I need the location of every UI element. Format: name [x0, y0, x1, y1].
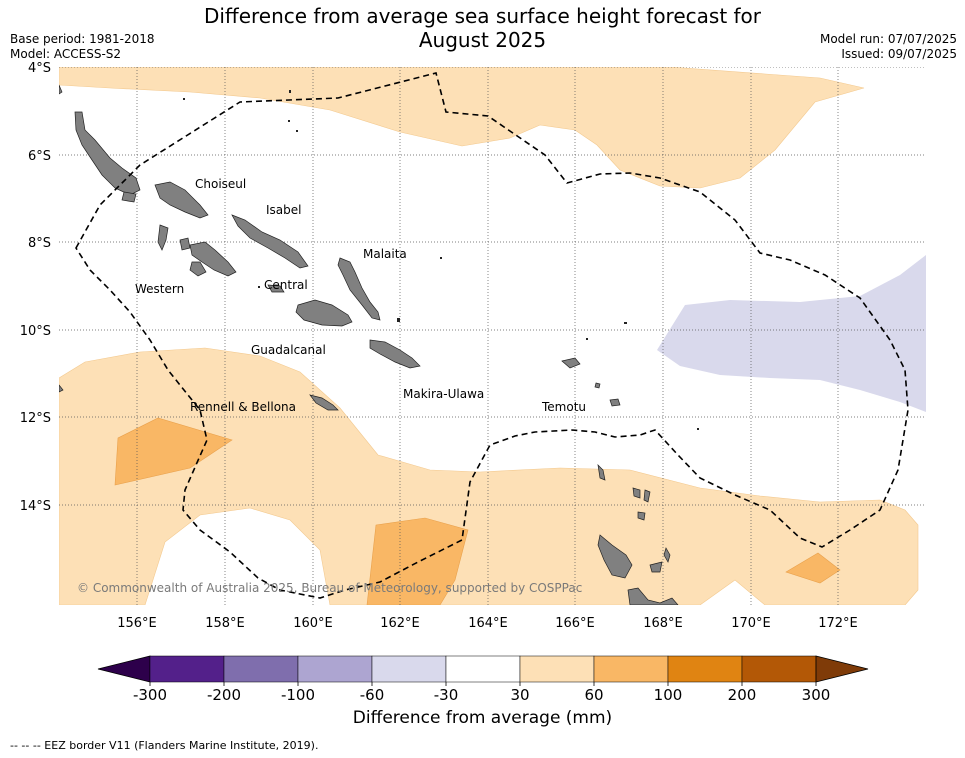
lon-label: 160°E: [293, 616, 333, 631]
label-temotu: Temotu: [541, 400, 586, 414]
island-malaita: [337, 257, 381, 321]
map-area: Choiseul Isabel Malaita Western Central …: [59, 67, 926, 605]
island-rennell: [309, 394, 339, 411]
island-vanuatu-a: [632, 487, 641, 499]
island-vella-lavella: [157, 224, 169, 251]
colorbar-tick-label: 60: [584, 686, 603, 704]
island-malekula: [649, 561, 663, 573]
colorbar-segment: [445, 655, 521, 683]
lon-label: 164°E: [468, 616, 508, 631]
base-info: Base period: 1981-2018 Model: ACCESS-S2: [10, 32, 155, 62]
anomaly-30-60-south: [59, 347, 919, 605]
colorbar-tick-label: -100: [281, 686, 315, 704]
label-rennell-bellona: Rennell & Bellona: [190, 400, 296, 414]
colorbar-tick-label: -300: [133, 686, 167, 704]
lat-label: 12°S: [20, 411, 51, 426]
island-western-b: [121, 191, 137, 203]
eez-footnote: -- -- -- EEZ border V11 (Flanders Marine…: [10, 739, 319, 752]
run-info: Model run: 07/07/2025 Issued: 09/07/2025: [820, 32, 957, 62]
island-sw-tip: [59, 384, 64, 393]
colorbar-segment: [297, 655, 373, 683]
anomaly-60-100-south: [366, 517, 469, 605]
colorbar: -300 -200 -100 -60 -30 30 60 100 200 300: [97, 655, 869, 704]
colorbar-segment: [519, 655, 595, 683]
island-isabel: [231, 214, 309, 269]
island-guadalcanal: [295, 299, 353, 327]
lon-label: 162°E: [380, 616, 420, 631]
label-guadalcanal: Guadalcanal: [251, 343, 326, 357]
island-florida: [267, 284, 285, 293]
anomaly-60-100-east: [785, 552, 841, 584]
lat-label: 8°S: [28, 236, 51, 251]
colorbar-tick-label: -60: [360, 686, 385, 704]
colorbar-tick-label: -30: [434, 686, 459, 704]
colorbar-tick-label: 200: [728, 686, 757, 704]
colorbar-segment: [667, 655, 743, 683]
label-western: Western: [135, 282, 184, 296]
map-title: Difference from average sea surface heig…: [0, 4, 965, 52]
colorbar-segment: [371, 655, 447, 683]
lon-label: 156°E: [117, 616, 157, 631]
model-run: Model run: 07/07/2025: [819, 32, 957, 46]
island-new-georgia: [189, 241, 237, 277]
colorbar-segment: [593, 655, 669, 683]
label-makira-ulawa: Makira-Ulawa: [403, 387, 484, 401]
lat-label: 6°S: [28, 149, 51, 164]
island-utupua: [594, 382, 601, 389]
attribution: © Commonwealth of Australia 2025, Bureau…: [77, 581, 582, 595]
island-kolombangara: [179, 237, 191, 251]
island-ambae: [663, 547, 671, 563]
colorbar-segment: [741, 655, 817, 683]
island-vanuatu-b: [643, 489, 651, 503]
base-period: Base period: 1981-2018: [10, 32, 155, 46]
colorbar-under-arrow: [97, 655, 151, 683]
lat-label: 14°S: [20, 499, 51, 514]
colorbar-segment: [223, 655, 299, 683]
island-makira: [369, 339, 421, 369]
longitude-labels: 156°E 158°E 160°E 162°E 164°E 166°E 168°…: [117, 616, 858, 631]
island-vanuatu-c: [637, 511, 646, 521]
colorbar-segment: [149, 655, 225, 683]
island-bougainville-tip: [59, 84, 63, 95]
eez-border: [75, 72, 909, 599]
island-ndende: [561, 357, 581, 369]
island-choiseul: [74, 111, 141, 196]
anomaly-neg-60-30-east: [657, 255, 926, 412]
island-efate-area: [627, 587, 679, 605]
title-line-1: Difference from average sea surface heig…: [203, 4, 762, 28]
label-isabel: Isabel: [266, 203, 301, 217]
small-islets: [183, 90, 699, 430]
issued-date: Issued: 09/07/2025: [841, 47, 957, 61]
lon-label: 166°E: [555, 616, 595, 631]
island-vanuatu-banks: [597, 463, 606, 481]
title-line-2: August 2025: [418, 28, 547, 52]
model-name: Model: ACCESS-S2: [10, 47, 122, 61]
colorbar-tick-label: 300: [802, 686, 831, 704]
lon-label: 172°E: [818, 616, 858, 631]
island-western-a: [154, 181, 209, 219]
lat-label: 4°S: [28, 61, 51, 76]
latitude-labels: 4°S 6°S 8°S 10°S 12°S 14°S: [20, 61, 51, 514]
label-choiseul: Choiseul: [195, 177, 246, 191]
lon-label: 170°E: [731, 616, 771, 631]
island-espiritu-santo: [597, 534, 633, 579]
colorbar-over-arrow: [815, 655, 869, 683]
label-malaita: Malaita: [363, 247, 407, 261]
island-vanikoro: [609, 398, 621, 407]
lon-label: 158°E: [205, 616, 245, 631]
islands: [59, 84, 679, 605]
lat-label: 10°S: [20, 324, 51, 339]
anomaly-60-100-west: [114, 417, 233, 486]
colorbar-tick-label: 30: [510, 686, 529, 704]
label-central: Central: [264, 278, 308, 292]
colorbar-label: Difference from average (mm): [352, 708, 613, 728]
island-rendova: [189, 261, 207, 277]
colorbar-tick-label: 100: [654, 686, 683, 704]
lon-label: 168°E: [643, 616, 683, 631]
colorbar-tick-label: -200: [207, 686, 241, 704]
